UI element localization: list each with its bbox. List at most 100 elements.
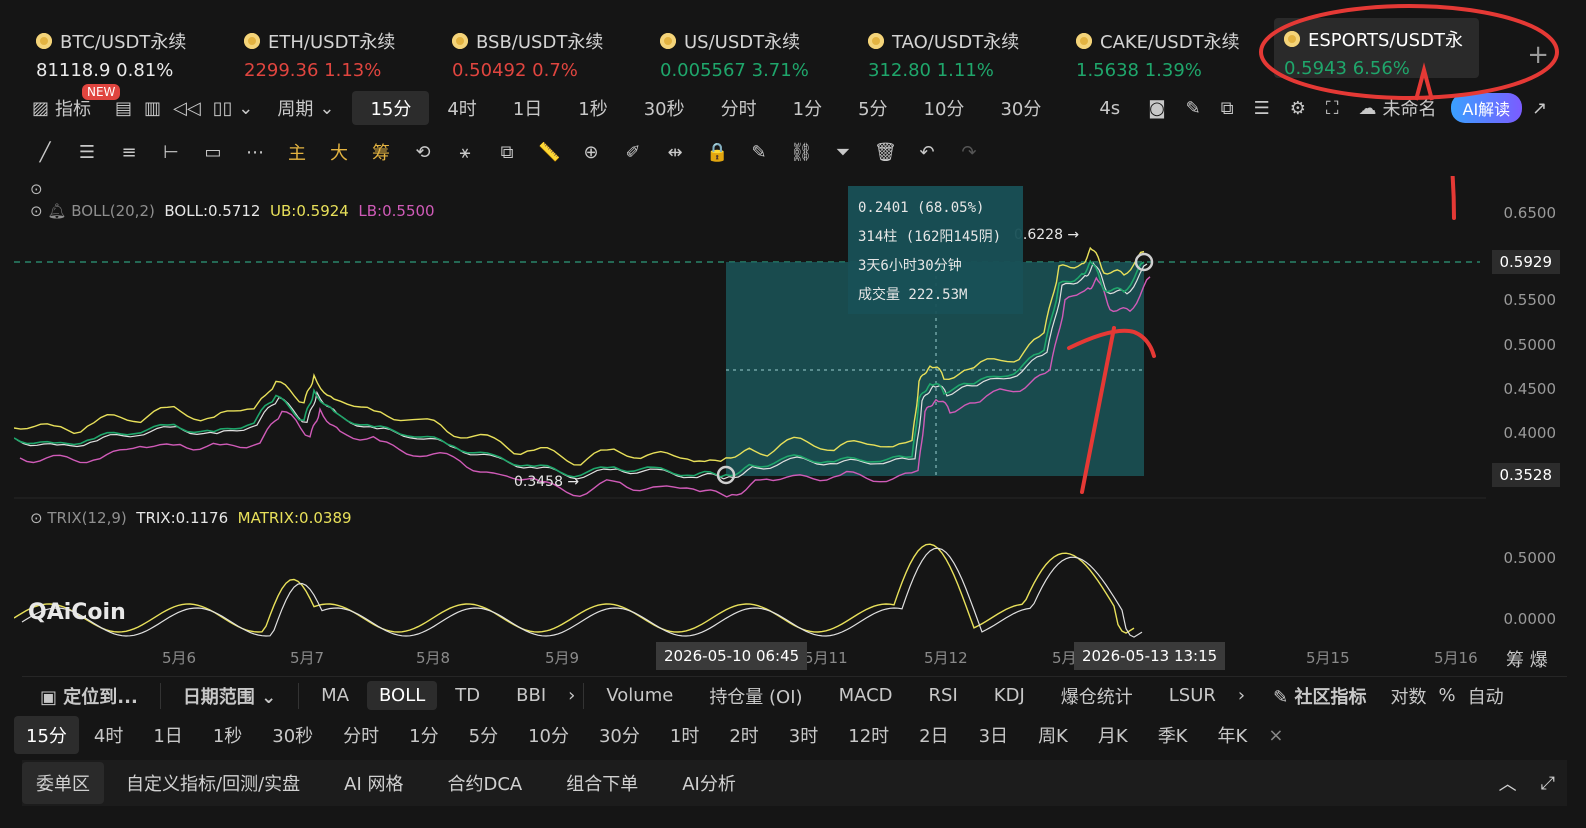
ticker-bsb[interactable]: BSB/USDT永续 0.50492 0.7% [452, 32, 604, 81]
rect-tool-icon[interactable]: ▭ [204, 141, 222, 163]
pbar-2d[interactable]: 2日 [919, 726, 949, 747]
ind-td[interactable]: TD [455, 685, 481, 706]
ind-kdj[interactable]: KDJ [993, 685, 1025, 706]
eye-icon[interactable]: ⊙ [30, 202, 43, 220]
replace-icon[interactable]: ⟲ [415, 141, 431, 163]
tab-orders[interactable]: 委单区 [22, 762, 104, 804]
ticker-cake[interactable]: CAKE/USDT永续 1.5638 1.39% [1076, 32, 1240, 81]
ticker-tao[interactable]: TAO/USDT永续 312.80 1.11% [868, 32, 1020, 81]
big-order-button[interactable]: 大 [330, 143, 348, 164]
collapse-icon[interactable]: ⊙ [30, 180, 43, 198]
close-icon[interactable]: × [1268, 724, 1284, 746]
ai-interpret-button[interactable]: AI解读 [1450, 93, 1523, 123]
pbar-1m[interactable]: 1分 [409, 726, 439, 747]
ind-boll[interactable]: BOLL [367, 681, 438, 710]
ticker-esports[interactable]: ESPORTS/USDT永 0.5943 6.56% [1274, 18, 1479, 79]
ticker-us[interactable]: US/USDT永续 0.005567 3.71% [660, 32, 809, 81]
period-1d[interactable]: 1日 [512, 99, 543, 120]
chevron-right-icon[interactable]: › [568, 685, 576, 706]
ind-oi[interactable]: 持仓量 (OI) [709, 686, 803, 708]
pbar-week[interactable]: 周K [1038, 726, 1068, 747]
chip-button[interactable]: 筹 [372, 143, 390, 164]
settings-icon[interactable]: ⚙ [1289, 97, 1306, 119]
tab-ai-grid[interactable]: AI 网格 [344, 774, 404, 795]
tab-combo-order[interactable]: 组合下单 [566, 774, 639, 795]
period-4h[interactable]: 4时 [447, 99, 477, 120]
date-range-dropdown[interactable]: 日期范围 ⌄ [182, 686, 277, 708]
period-10m[interactable]: 10分 [923, 99, 965, 120]
ruler-icon[interactable]: 📏 [538, 141, 561, 163]
list-icon[interactable]: ☰ [1253, 97, 1270, 119]
pbar-5m[interactable]: 5分 [468, 726, 499, 747]
pbar-15m[interactable]: 15分 [14, 716, 79, 754]
filter-icon[interactable]: ⏷ [835, 141, 851, 163]
chevron-right-icon[interactable]: › [1237, 685, 1246, 706]
measure-start-handle[interactable] [716, 465, 736, 485]
tab-contract-dca[interactable]: 合约DCA [447, 774, 523, 795]
measure-icon[interactable]: ⇹ [667, 141, 683, 163]
edit-icon[interactable]: ✎ [751, 141, 767, 163]
measure-end-handle[interactable] [1134, 252, 1154, 272]
pbar-month[interactable]: 月K [1097, 726, 1128, 747]
rewind-icon[interactable]: ◁◁ [173, 97, 201, 119]
pbar-12h[interactable]: 12时 [848, 726, 890, 747]
ticker-eth[interactable]: ETH/USDT永续 2299.36 1.13% [244, 32, 396, 81]
pbar-1h[interactable]: 1时 [669, 726, 700, 747]
pbar-quarter[interactable]: 季K [1157, 726, 1188, 747]
unnamed-layout[interactable]: ☁ 未命名 [1358, 97, 1437, 121]
pbar-timeshare[interactable]: 分时 [343, 726, 380, 747]
date-axis[interactable]: 5月6 5月7 5月8 5月9 5月11 5月12 5月 4 5月15 5月16… [14, 642, 1486, 670]
ind-ma[interactable]: MA [321, 685, 350, 706]
ind-volume[interactable]: Volume [606, 685, 674, 706]
pbar-3d[interactable]: 3日 [978, 726, 1009, 747]
period-1s[interactable]: 1秒 [578, 99, 608, 120]
period-30m[interactable]: 30分 [1000, 99, 1042, 120]
pbar-year[interactable]: 年K [1217, 726, 1248, 747]
lock-icon[interactable]: 🔒 [706, 141, 729, 163]
price-axis[interactable]: 0.6500 0.5929 0.5500 0.5000 0.4500 0.400… [1486, 176, 1566, 646]
tab-custom-indicator[interactable]: 自定义指标/回测/实盘 [126, 774, 301, 795]
grid-icon[interactable]: ▥ [144, 97, 162, 119]
line-tool-icon[interactable]: ╱ [39, 141, 51, 163]
ind-bbi[interactable]: BBI [516, 685, 547, 706]
pbar-10m[interactable]: 10分 [528, 726, 569, 747]
redo-icon[interactable]: ↷ [961, 141, 977, 163]
pen-icon[interactable]: ✎ [1185, 97, 1201, 119]
magnet-icon[interactable]: ⚹ [459, 141, 471, 163]
refresh-interval[interactable]: 4s [1099, 97, 1121, 119]
period-5m[interactable]: 5分 [858, 99, 888, 120]
indicator-button[interactable]: ▨ 指标 [32, 97, 92, 121]
camera-icon[interactable]: ◙ [1148, 97, 1166, 119]
tab-ai-analysis[interactable]: AI分析 [682, 774, 736, 795]
parallel-tool-icon[interactable]: ☰ [78, 141, 96, 163]
period-timeshare[interactable]: 分时 [720, 99, 757, 120]
zoom-icon[interactable]: ⊕ [583, 141, 599, 163]
pbar-30s[interactable]: 30秒 [272, 726, 314, 747]
expand-icon[interactable]: ⤢ [1540, 772, 1555, 794]
period-30s[interactable]: 30秒 [643, 99, 685, 120]
hlines-tool-icon[interactable]: ≡ [121, 141, 137, 163]
chevron-up-icon[interactable]: ︿ [1498, 774, 1517, 795]
locate-button[interactable]: ▣ 定位到... [40, 686, 138, 708]
share-icon[interactable]: ↗ [1532, 97, 1548, 119]
community-indicator-button[interactable]: ✎ 社区指标 [1273, 686, 1367, 708]
candles-icon[interactable]: ▯▯ ⌄ [212, 97, 254, 119]
undo-icon[interactable]: ↶ [919, 141, 935, 163]
add-tab-button[interactable]: + [1527, 40, 1549, 70]
hline-tool-icon[interactable]: ⊢ [163, 141, 179, 163]
ticker-btc[interactable]: BTC/USDT永续 81118.9 0.81% [36, 32, 187, 81]
pbar-1d[interactable]: 1日 [153, 726, 183, 747]
period-1m[interactable]: 1分 [792, 99, 823, 120]
copy-icon[interactable]: ⧉ [500, 141, 514, 163]
eraser-icon[interactable]: ✐ [625, 141, 641, 163]
log-toggle[interactable]: 对数 [1390, 686, 1427, 708]
ind-macd[interactable]: MACD [838, 685, 893, 706]
window-icon[interactable]: ⧉ [1220, 97, 1234, 119]
chip-liquidation-toggle[interactable]: 筹 爆 [1506, 650, 1548, 671]
more-tools-icon[interactable]: ⋯ [246, 141, 264, 163]
percent-toggle[interactable]: % [1438, 685, 1456, 706]
pbar-3h[interactable]: 3时 [788, 726, 819, 747]
pbar-2h[interactable]: 2时 [729, 726, 759, 747]
main-force-button[interactable]: 主 [288, 143, 306, 164]
eye-icon[interactable]: ⊙ [30, 509, 43, 527]
